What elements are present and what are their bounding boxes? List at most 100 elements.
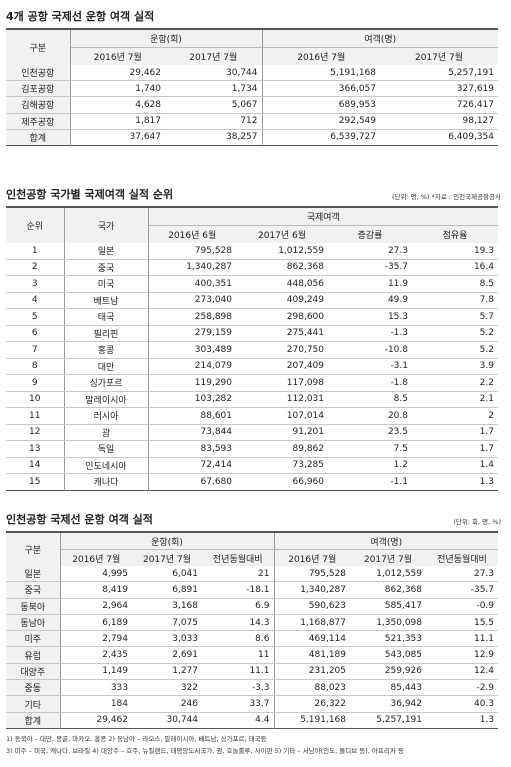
table-row: 김포공항 1,740 1,734 366,057 327,619 xyxy=(6,80,498,98)
table-row: 인천공항 29,462 30,744 5,191,168 5,257,191 xyxy=(6,65,498,82)
table-row: 8 대만 214,079 207,409 -3.1 3.9 xyxy=(6,358,498,375)
cell: 2.1 xyxy=(412,391,498,408)
cell: 862,368 xyxy=(350,581,426,599)
header-share: 점유율 xyxy=(412,225,498,243)
cell: 333 xyxy=(60,679,132,697)
cell: 258,898 xyxy=(148,308,236,326)
cell: 12 xyxy=(6,424,65,441)
table-row: 동북아 2,964 3,168 6.9 590,623 585,417 -0.9 xyxy=(6,598,499,615)
cell: 일본 xyxy=(6,566,61,583)
footnote-1: 1) 동북아 – 대만, 몽골, 마카오, 홍콩 2) 동남아 – 라오스, 말… xyxy=(6,735,267,743)
cell: 1,340,287 xyxy=(148,259,236,276)
cell: 10 xyxy=(6,391,65,408)
cell: 11.9 xyxy=(328,275,412,293)
cell: 8.5 xyxy=(412,275,498,293)
cell: 6.9 xyxy=(202,598,275,615)
table-row: 5 태국 258,898 298,600 15.3 5.7 xyxy=(6,308,498,326)
cell: 러시아 xyxy=(64,407,149,425)
cell: 15.5 xyxy=(426,614,499,632)
table-row: 14 인도네시아 72,414 73,285 1.2 1.4 xyxy=(6,457,498,474)
cell: 207,409 xyxy=(236,358,328,375)
table3-title: 인천공항 국제선 운항 여객 실적 xyxy=(6,513,153,526)
cell: 795,528 xyxy=(274,566,350,583)
cell: 1.3 xyxy=(479,715,495,726)
cell: 6,539,727 xyxy=(330,132,376,143)
cell: 4 xyxy=(6,292,65,309)
cell: 1,012,559 xyxy=(236,243,328,260)
cell: 2 xyxy=(412,407,498,425)
cell: 26,322 xyxy=(274,695,350,713)
total-row: 합계 29,462 30,744 4.4 5,191,168 5,257,191 1.3 xyxy=(6,712,498,729)
table-row: 중국 8,419 6,891 -18.1 1,340,287 862,368 -35.7 xyxy=(6,581,499,599)
table3-unit-note: (단위: 회, 명, %) xyxy=(453,518,501,526)
cell: 2,794 xyxy=(60,630,132,648)
cell: 1,168,877 xyxy=(274,614,350,632)
cell: 98,127 xyxy=(380,113,498,130)
cell: 49.9 xyxy=(328,292,412,309)
cell: 대만 xyxy=(64,358,149,375)
cell: 싱가포르 xyxy=(64,374,149,392)
header-category: 구분 xyxy=(6,29,71,65)
row-label: 제주공항 xyxy=(6,113,71,130)
cell: 중동 xyxy=(6,679,61,697)
cell: 1,740 xyxy=(70,80,165,98)
cell: 6,891 xyxy=(132,581,202,599)
cell: 6,409,354 xyxy=(448,132,494,143)
cell: 7,075 xyxy=(132,614,202,632)
cell: 88,601 xyxy=(148,407,236,425)
header-country: 국가 xyxy=(64,207,149,243)
cell: -0.9 xyxy=(426,598,499,615)
header-pax-2016: 2016년 7월 xyxy=(262,47,380,65)
cell: 67,680 xyxy=(200,476,233,487)
cell: 279,159 xyxy=(148,325,236,342)
cell: 중국 xyxy=(6,581,61,599)
table-row: 10 말레이시아 103,282 112,031 8.5 2.1 xyxy=(6,391,498,408)
cell: 2,964 xyxy=(60,598,132,615)
cell: 홍콩 xyxy=(64,341,149,359)
cell: 37,647 xyxy=(129,132,162,143)
cell: 214,079 xyxy=(148,358,236,375)
cell: 4.4 xyxy=(202,712,275,729)
cell: -35.7 xyxy=(328,259,412,276)
cell: 795,528 xyxy=(148,243,236,260)
table-row: 12 괌 73,844 91,201 23.5 1.7 xyxy=(6,424,498,441)
cell: -1.8 xyxy=(328,374,412,392)
cell: 1,350,098 xyxy=(350,614,426,632)
cell: 합계 xyxy=(6,712,61,729)
cell: -10.8 xyxy=(328,341,412,359)
cell: 16.4 xyxy=(412,259,498,276)
cell: 2,435 xyxy=(60,646,132,664)
cell: 5.2 xyxy=(412,341,498,359)
cell: 469,114 xyxy=(274,630,350,648)
cell: 유럽 xyxy=(6,646,61,664)
cell: 30,744 xyxy=(166,715,199,726)
table-row: 11 러시아 88,601 107,014 20.8 2 xyxy=(6,407,498,425)
cell: 5,191,168 xyxy=(300,715,346,726)
cell: 11 xyxy=(202,646,275,664)
header-ops-2016: 2016년 7월 xyxy=(70,47,165,65)
cell: 2 xyxy=(6,259,65,276)
cell: 15 xyxy=(6,473,65,490)
table-row: 대양주 1,149 1,277 11.1 231,205 259,926 12.4 xyxy=(6,663,499,681)
cell: 6 xyxy=(6,325,65,342)
header-pax-2016: 2016년 7월 xyxy=(274,549,350,566)
cell: 119,290 xyxy=(148,374,236,392)
cell: 1,149 xyxy=(60,663,132,681)
cell: 543,085 xyxy=(350,646,426,664)
header-pax-2017: 2017년 7월 xyxy=(350,549,426,566)
header-2016: 2016년 6월 xyxy=(148,225,236,243)
cell: 미주 xyxy=(6,630,61,648)
header-pax-2017: 2017년 7월 xyxy=(380,47,498,65)
table-row: 유럽 2,435 2,691 11 481,189 543,085 12.9 xyxy=(6,646,499,664)
cell: 8,419 xyxy=(60,581,132,599)
cell: 일본 xyxy=(64,243,149,260)
cell: 88,023 xyxy=(274,679,350,697)
cell: 246 xyxy=(132,695,202,713)
cell: 4,995 xyxy=(60,566,132,583)
cell: -3.1 xyxy=(328,358,412,375)
cell: 400,351 xyxy=(148,275,236,293)
cell: 1,340,287 xyxy=(274,581,350,599)
cell: 273,040 xyxy=(148,292,236,309)
footnote-2: 3) 미주 – 미국, 캐나다, 브라질 4) 대양주 – 호주, 뉴질랜드, … xyxy=(6,747,404,755)
cell: 85,443 xyxy=(350,679,426,697)
